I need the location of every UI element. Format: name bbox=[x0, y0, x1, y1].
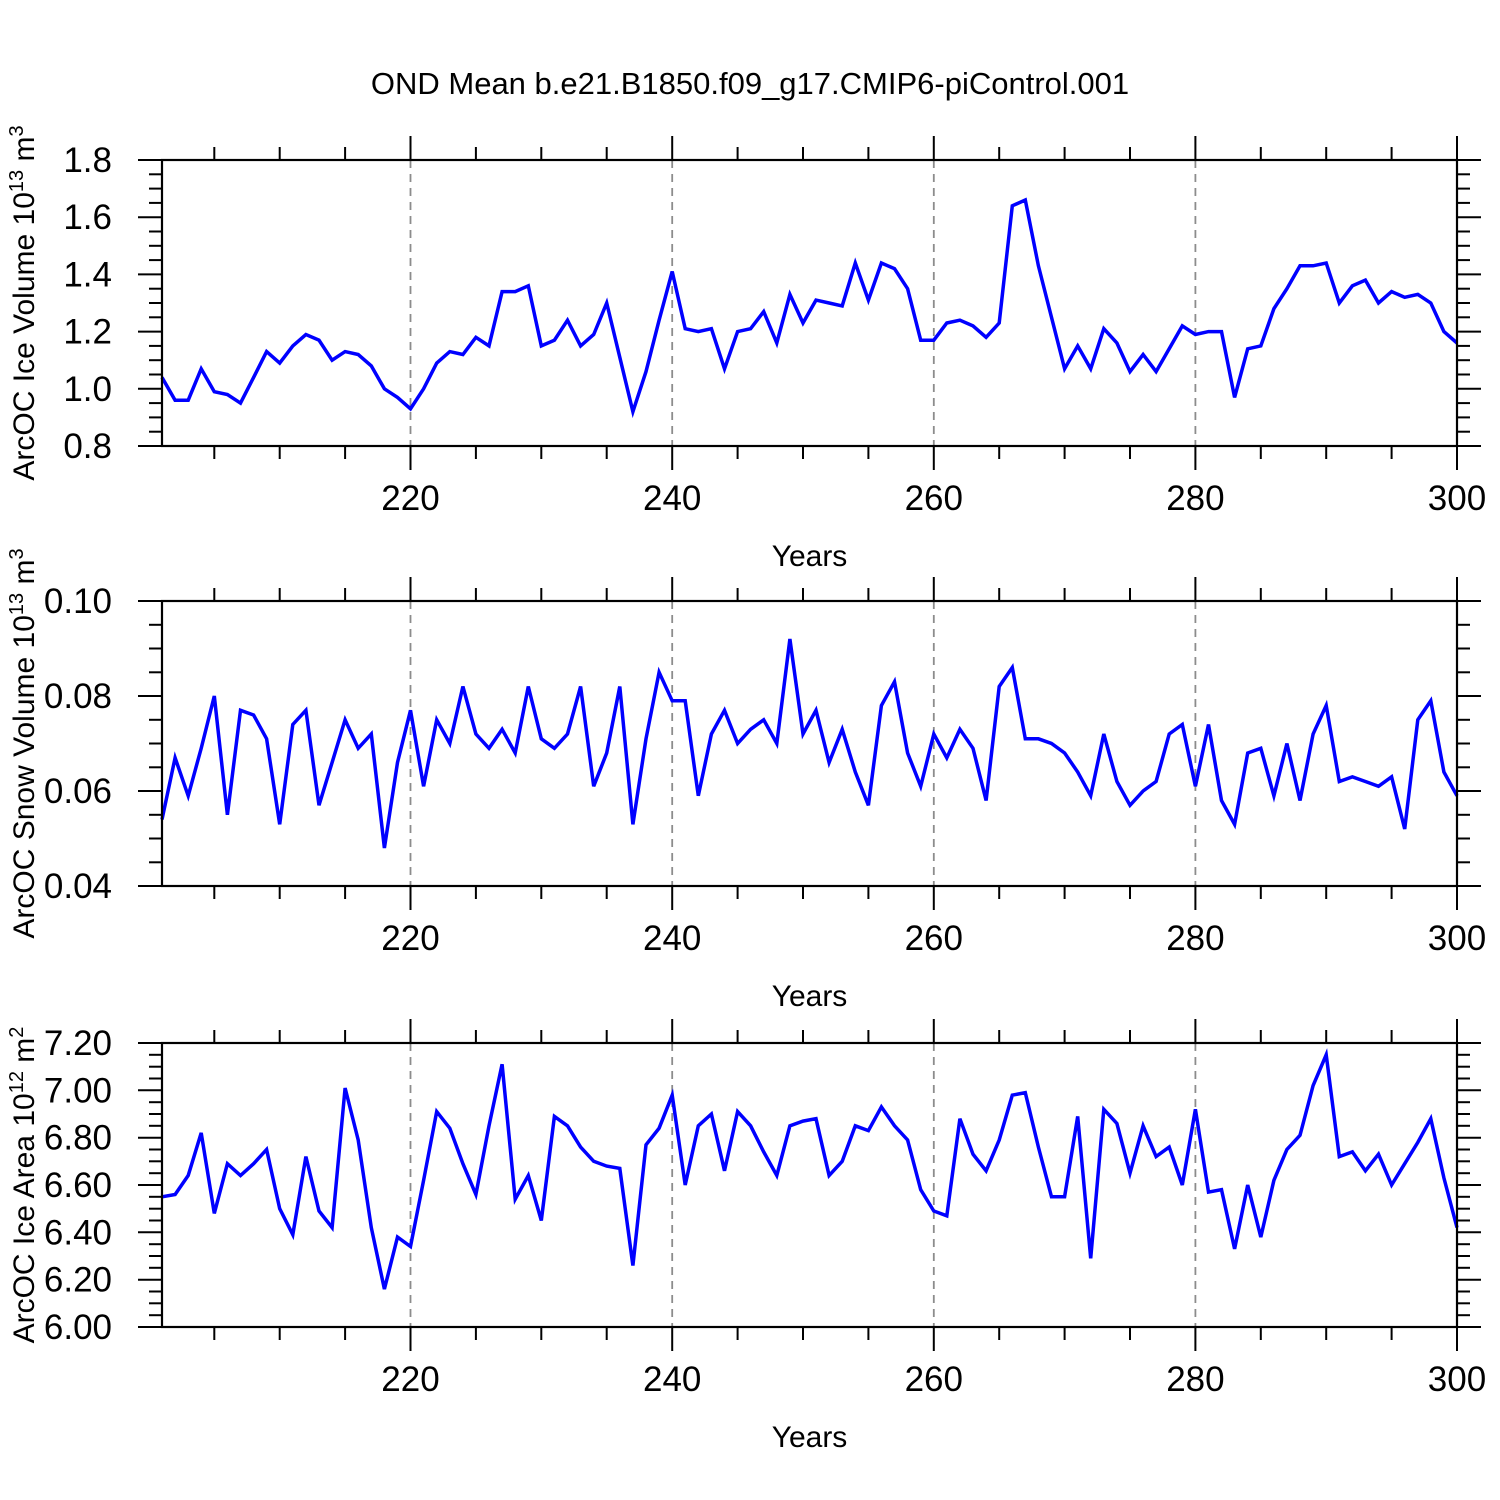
y-tick-label: 6.80 bbox=[44, 1119, 112, 1158]
chart-title: OND Mean b.e21.B1850.f09_g17.CMIP6-piCon… bbox=[370, 66, 1130, 101]
y-tick-label: 0.08 bbox=[44, 677, 112, 716]
x-tick-label: 300 bbox=[1428, 1360, 1486, 1399]
x-tick-label: 220 bbox=[381, 1360, 439, 1399]
x-tick-label: 220 bbox=[381, 919, 439, 958]
panel-arcoc-ice-volume: 220 240 260 280 300 0.8 1.0 1.2 1.4 1.6 1.8 Years Ar… bbox=[6, 125, 1486, 573]
arcoc-ice-area-data-line bbox=[161, 1048, 1459, 1290]
x-axis-title: Years bbox=[772, 1421, 848, 1454]
arcoc-ice-volume-data-line bbox=[160, 197, 1459, 419]
x-tick-label: 240 bbox=[643, 479, 701, 518]
x-tick-label: 240 bbox=[643, 919, 701, 958]
y-axis-title: ArcOC Ice Area 1012 m2 bbox=[6, 1027, 41, 1344]
y-tick-label: 6.40 bbox=[44, 1213, 112, 1252]
panel-arcoc-ice-area: 220 240 260 280 300 6.00 6.20 6.40 6.60 6.80 7.00 7… bbox=[6, 1019, 1486, 1454]
plot-frame bbox=[160, 158, 1459, 448]
arcoc-snow-volume-data-line bbox=[160, 638, 1459, 849]
plot-frame bbox=[160, 1041, 1459, 1329]
y-tick-label: 6.60 bbox=[44, 1166, 112, 1205]
y-axis-title: ArcOC Snow Volume 1013 m3 bbox=[6, 548, 41, 938]
y-tick-label: 6.00 bbox=[44, 1308, 112, 1347]
x-tick-label: 280 bbox=[1166, 1360, 1224, 1399]
y-tick-label: 0.10 bbox=[44, 582, 112, 621]
y-tick-label: 1.8 bbox=[63, 141, 112, 180]
y-tick-label: 6.20 bbox=[44, 1261, 112, 1300]
x-tick-label: 260 bbox=[905, 919, 963, 958]
y-tick-label: 0.06 bbox=[44, 772, 112, 811]
y-axis-title: ArcOC Ice Volume 1013 m3 bbox=[6, 125, 41, 480]
x-tick-label: 240 bbox=[643, 1360, 701, 1399]
x-axis-title: Years bbox=[772, 980, 848, 1013]
y-tick-label: 1.0 bbox=[63, 370, 112, 409]
x-tick-label: 260 bbox=[905, 1360, 963, 1399]
x-tick-label: 300 bbox=[1428, 479, 1486, 518]
x-tick-label: 280 bbox=[1166, 479, 1224, 518]
y-tick-label: 0.04 bbox=[44, 867, 112, 906]
x-tick-label: 260 bbox=[905, 479, 963, 518]
y-tick-label: 1.4 bbox=[63, 255, 112, 294]
panel-arcoc-snow-volume: 220 240 260 280 300 0.04 0.06 0.08 0.10 Years ArcO… bbox=[6, 548, 1486, 1013]
y-tick-label: 7.00 bbox=[44, 1071, 112, 1110]
x-tick-label: 300 bbox=[1428, 919, 1486, 958]
y-tick-label: 1.2 bbox=[63, 313, 112, 352]
x-axis-title: Years bbox=[772, 540, 848, 573]
y-tick-label: 0.8 bbox=[63, 427, 112, 466]
x-tick-label: 280 bbox=[1166, 919, 1224, 958]
x-tick-label: 220 bbox=[381, 479, 439, 518]
y-tick-label: 1.6 bbox=[63, 198, 112, 237]
y-tick-label: 7.20 bbox=[44, 1024, 112, 1063]
